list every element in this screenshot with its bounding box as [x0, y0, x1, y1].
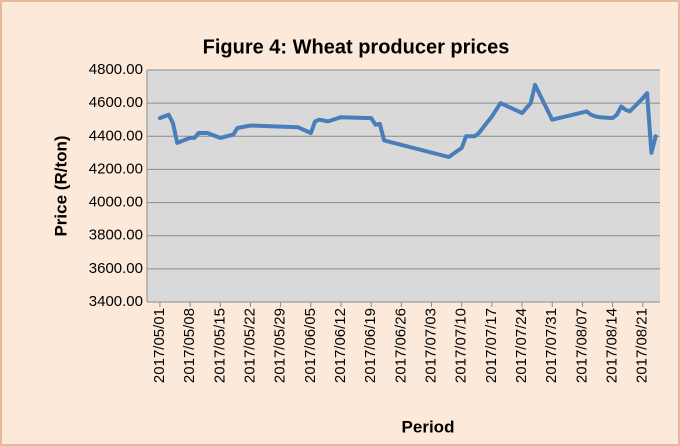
x-axis-title: Period	[402, 417, 455, 436]
x-tick-label: 2017/06/05	[302, 308, 319, 383]
x-tick-label: 2017/05/22	[241, 308, 258, 383]
x-tick-label: 2017/06/19	[362, 308, 379, 383]
plot-area	[147, 70, 660, 302]
x-tick-label: 2017/07/17	[483, 308, 500, 383]
x-tick-label: 2017/06/12	[332, 308, 349, 383]
y-tick-label: 4000.00	[89, 194, 143, 211]
y-tick-label: 4600.00	[89, 94, 143, 111]
x-tick-label: 2017/07/10	[453, 308, 470, 383]
x-tick-label: 2017/07/31	[543, 308, 560, 383]
line-series	[157, 82, 658, 159]
x-tick-label: 2017/08/14	[604, 308, 621, 383]
x-tick-label: 2017/07/03	[422, 308, 439, 383]
y-tick-label: 4800.00	[89, 61, 143, 78]
x-tick-label: 2017/08/21	[634, 308, 651, 383]
x-tick-label: 2017/05/15	[211, 308, 228, 383]
chart-title: Figure 4: Wheat producer prices	[203, 36, 510, 58]
y-tick-label: 3800.00	[89, 227, 143, 244]
y-axis-title: Price (R/ton)	[51, 135, 70, 236]
x-tick-label: 2017/05/08	[181, 308, 198, 383]
x-tick-label: 2017/05/01	[151, 308, 168, 383]
y-tick-label: 3600.00	[89, 260, 143, 277]
x-tick-label: 2017/07/24	[513, 308, 530, 383]
y-tick-label: 3400.00	[89, 293, 143, 310]
x-tick-label: 2017/05/29	[272, 308, 289, 383]
y-tick-label: 4200.00	[89, 160, 143, 177]
y-tick-label: 4400.00	[89, 127, 143, 144]
x-tick-label: 2017/06/26	[392, 308, 409, 383]
x-tick-label: 2017/08/07	[573, 308, 590, 383]
